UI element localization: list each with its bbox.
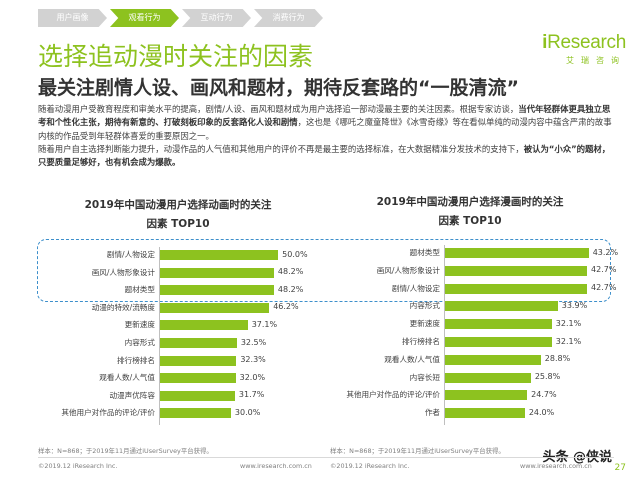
value-label: 31.7% (238, 390, 265, 400)
category-label: 剧情/人物设定 (391, 283, 440, 293)
footer-divider (38, 457, 614, 458)
bar (445, 301, 558, 312)
bar (160, 390, 235, 401)
category-label: 内容形式 (409, 301, 440, 311)
footer-copyright-left: ©2019.12 iResearch Inc. (38, 462, 118, 470)
page-number: 27 (614, 463, 626, 473)
tab-user-profile[interactable]: 用户画像 (38, 9, 107, 27)
bar (160, 373, 236, 384)
footer-url-right: www.iresearch.com.cn (520, 462, 592, 470)
category-label: 题材类型 (409, 248, 440, 257)
value-label: 37.1% (251, 319, 278, 329)
value-label: 25.8% (534, 372, 561, 382)
tab-viewing-behavior[interactable]: 观看行为 (110, 9, 179, 27)
highlight-2: 被认为“小众”的题材，只要质量足够好，也有机会成为爆款。 (38, 143, 611, 168)
bar (445, 408, 525, 419)
category-label: 内容长短 (409, 372, 440, 382)
bar (160, 250, 279, 260)
bar (160, 355, 237, 366)
bar (445, 283, 588, 294)
page-title: 选择追动漫时关注的因素 (38, 42, 314, 71)
chart-axis (444, 245, 445, 425)
value-label: 30.0% (234, 407, 261, 417)
section-tabs: 用户画像 观看行为 互动行为 消费行为 (38, 9, 323, 27)
paragraph-1: 随着动漫用户受教育程度和审美水平的提高，剧情/人设、画风和题材成为用户选择追一部… (38, 104, 612, 141)
value-label: 32.5% (240, 337, 267, 347)
bar (445, 337, 552, 347)
value-label: 32.1% (555, 318, 582, 328)
value-label: 32.1% (555, 336, 582, 346)
logo-chinese-name: 艾瑞咨询 (566, 56, 626, 65)
bar (160, 267, 274, 278)
chart-title-comic: 2019年中国动漫用户选择漫画时的关注 因素 TOP10 (376, 196, 564, 227)
bar (445, 390, 528, 401)
bar (445, 372, 531, 383)
category-label: 其他用户对作品的评论/评价 (61, 408, 155, 418)
bar (445, 248, 589, 258)
paragraph-2: 随着用户自主选择判断能力提升，动漫作品的人气值和其他用户的评价不再是最主要的选择… (38, 143, 611, 168)
category-label: 排行榜排名 (402, 337, 440, 346)
category-label: 画风/人物形象设计 (376, 265, 440, 275)
source-note-right: 样本：N=868；于2019年11月通过iUserSurvey平台获得。 (330, 447, 505, 455)
value-label: 28.8% (544, 354, 571, 364)
tab-interaction-behavior[interactable]: 互动行为 (182, 9, 251, 27)
value-label: 42.7% (591, 283, 617, 293)
highlight-1: 当代年轻群体更具独立思考和个性化主张，期待有新意的、打破刻板印象的反套路化人设和… (38, 104, 611, 128)
category-label: 剧情/人物设定 (106, 250, 155, 259)
value-label: 33.9% (561, 300, 588, 310)
value-label: 50.0% (282, 249, 308, 259)
bar (445, 319, 552, 330)
logo-wordmark: iResearch (542, 32, 626, 53)
page-subtitle: 最关注剧情人设、画风和题材，期待反套路的“一股清流” (38, 77, 519, 99)
iresearch-logo: iResearch 艾瑞咨询 (506, 32, 626, 66)
category-label: 动漫的特效/流畅度 (91, 302, 155, 312)
category-label: 内容形式 (124, 338, 155, 347)
category-label: 题材类型 (124, 285, 155, 295)
bar (160, 320, 248, 331)
category-label: 排行榜排名 (117, 355, 155, 365)
value-label: 32.3% (240, 355, 266, 365)
chart-axis (159, 247, 160, 425)
bar (445, 354, 541, 365)
value-label: 42.7% (591, 265, 617, 275)
bar (160, 338, 237, 348)
category-label: 动漫声优阵容 (109, 390, 155, 400)
bar (160, 285, 274, 296)
category-label: 画风/人物形象设计 (91, 267, 155, 277)
value-label: 48.2% (277, 267, 304, 277)
value-label: 24.7% (531, 389, 557, 399)
category-label: 观看人数/人气值 (99, 373, 155, 383)
value-label: 48.2% (277, 284, 304, 294)
category-label: 作者 (424, 408, 440, 418)
category-label: 更新速度 (409, 319, 440, 329)
source-note-left: 样本：N=868；于2019年11月通过iUserSurvey平台获得。 (38, 447, 213, 455)
value-label: 24.0% (528, 407, 555, 417)
bar (160, 408, 231, 419)
top3-highlight-box (37, 239, 611, 302)
footer-url-left: www.iresearch.com.cn (240, 462, 312, 470)
body-paragraph: 随着动漫用户受教育程度和审美水平的提高，剧情/人设、画风和题材成为用户选择追一部… (38, 103, 612, 169)
category-label: 观看人数/人气值 (384, 354, 440, 364)
value-label: 32.0% (239, 372, 266, 382)
category-label: 更新速度 (124, 320, 155, 330)
chart-title-animation: 2019年中国动漫用户选择动画时的关注 因素 TOP10 (84, 199, 272, 230)
value-label: 43.2% (592, 247, 619, 257)
tab-consumption-behavior[interactable]: 消费行为 (254, 9, 323, 27)
footer-copyright-right: ©2019.12 iResearch Inc. (330, 462, 410, 470)
category-label: 其他用户对作品的评论/评价 (346, 390, 440, 400)
bar (445, 265, 588, 276)
bar (160, 302, 270, 313)
value-label: 46.2% (273, 302, 299, 312)
